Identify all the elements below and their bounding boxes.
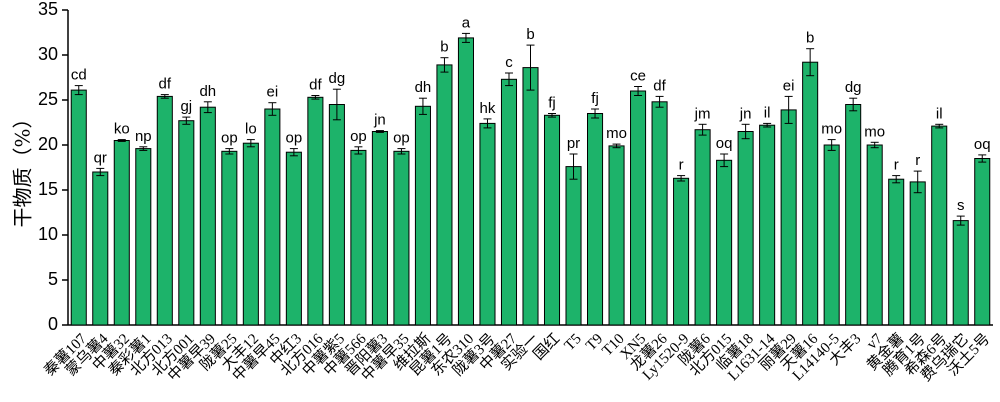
y-tick-label: 10: [38, 224, 58, 244]
x-tick-label: T5: [562, 331, 585, 354]
significance-letter: op: [221, 130, 238, 147]
y-tick-label: 35: [38, 0, 58, 19]
bar: [909, 181, 926, 326]
y-tick-label: 5: [48, 269, 58, 289]
significance-letter: df: [159, 76, 172, 93]
significance-letter: a: [462, 14, 471, 31]
bar: [393, 150, 410, 326]
bar: [92, 171, 109, 326]
bar: [952, 220, 969, 326]
bar: [888, 178, 905, 326]
bar: [199, 106, 216, 326]
bar: [285, 151, 302, 326]
bar: [673, 177, 690, 326]
significance-letter: op: [350, 128, 367, 145]
significance-letter: mo: [821, 121, 842, 138]
bar: [350, 149, 367, 326]
significance-letter: b: [526, 26, 534, 43]
x-tick-label: 国红: [530, 330, 563, 363]
y-axis-label: 干物质（%）: [11, 108, 35, 227]
bar: [264, 108, 281, 326]
significance-letter: ei: [267, 84, 279, 101]
significance-letter: op: [393, 130, 410, 147]
significance-letter: fj: [591, 90, 599, 107]
significance-letter: fj: [548, 95, 556, 112]
bar: [823, 144, 840, 326]
significance-letter: dg: [845, 79, 862, 96]
significance-letter: jn: [373, 112, 386, 129]
bar: [845, 104, 862, 326]
significance-letter: gj: [180, 98, 192, 115]
significance-letter: hk: [480, 100, 496, 117]
bar: [543, 114, 561, 326]
significance-letter: il: [936, 105, 943, 122]
y-tick-label: 15: [38, 179, 58, 199]
bar: [522, 67, 539, 326]
bar: [716, 159, 733, 326]
significance-letter: b: [440, 39, 448, 56]
bar: [307, 96, 324, 326]
bar: [414, 105, 431, 326]
y-tick-label: 25: [38, 89, 58, 109]
bar: [70, 89, 87, 326]
significance-letter: b: [806, 30, 814, 47]
y-tick-label: 20: [38, 134, 58, 154]
bar: [931, 125, 948, 326]
significance-letter: oq: [716, 135, 733, 152]
bar: [866, 144, 883, 326]
bar: [221, 150, 238, 326]
significance-letter: dh: [199, 83, 216, 100]
significance-letter: s: [957, 197, 965, 214]
bar: [694, 129, 711, 326]
bar: [479, 122, 496, 326]
significance-letter: c: [505, 54, 513, 71]
significance-letter: dh: [415, 79, 432, 96]
bar: [608, 145, 625, 326]
significance-letter: df: [309, 77, 322, 94]
bar: [500, 78, 518, 326]
bar: [242, 142, 259, 326]
significance-letter: ei: [783, 77, 795, 94]
significance-letter: il: [764, 104, 771, 121]
bar: [436, 64, 453, 326]
bar: [565, 166, 582, 326]
bar: [974, 158, 991, 326]
significance-letter: ko: [114, 121, 130, 138]
bar: [630, 90, 647, 326]
bar: [371, 131, 388, 326]
bar: [587, 113, 604, 326]
bar: [780, 109, 797, 326]
bar: [113, 140, 130, 326]
significance-letter: r: [679, 157, 684, 174]
significance-letter: lo: [245, 121, 257, 138]
significance-letter: cd: [71, 67, 87, 84]
significance-letter: pr: [567, 135, 580, 152]
bar: [135, 148, 152, 326]
significance-letter: oq: [974, 136, 991, 153]
significance-letter: df: [653, 77, 666, 94]
y-tick-label: 30: [38, 44, 58, 64]
bar: [759, 124, 776, 326]
bar: [328, 104, 345, 326]
significance-letter: ce: [630, 68, 646, 85]
bar: [156, 95, 173, 326]
significance-letter: mo: [864, 123, 885, 140]
significance-letter: dg: [329, 70, 346, 87]
significance-letter: op: [286, 130, 303, 147]
significance-letter: r: [915, 152, 920, 169]
significance-letter: r: [894, 157, 899, 174]
significance-letter: jm: [694, 105, 711, 122]
significance-letter: mo: [606, 125, 627, 142]
significance-letter: np: [135, 128, 152, 145]
bar: [178, 120, 195, 326]
bar: [457, 37, 474, 326]
significance-letter: jn: [739, 105, 752, 122]
bar: [651, 101, 668, 326]
significance-letter: qr: [94, 149, 107, 166]
y-tick-label: 0: [48, 314, 58, 334]
bar: [737, 131, 754, 326]
bar: [802, 61, 819, 326]
